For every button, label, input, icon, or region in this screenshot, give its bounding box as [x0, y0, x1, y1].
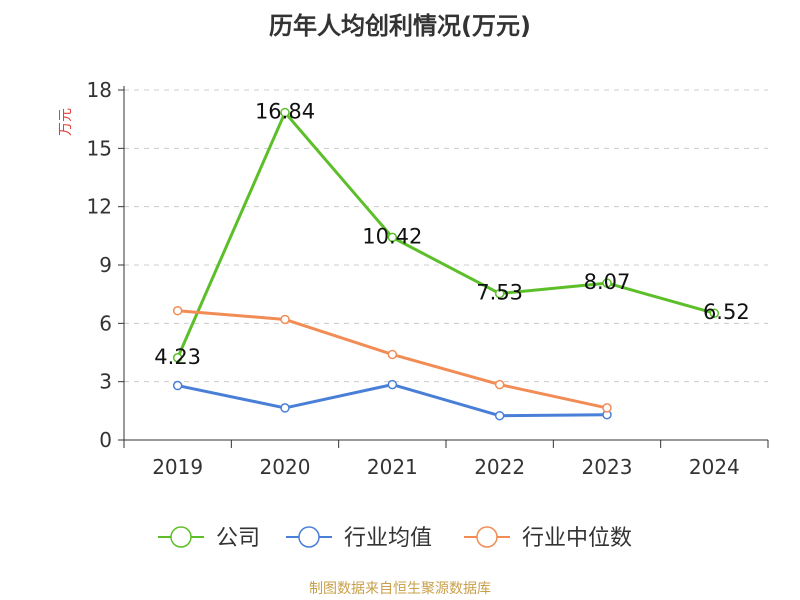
- data-point: [387, 379, 398, 390]
- data-point: [709, 308, 720, 318]
- x-tick-label: 2019: [152, 455, 203, 479]
- y-tick-label: 18: [87, 78, 112, 102]
- data-point: [387, 349, 398, 360]
- series-line-0: [176, 111, 715, 359]
- data-point: [280, 107, 290, 118]
- data-point: [494, 410, 505, 421]
- data-label: 4.23: [154, 345, 201, 369]
- data-labels: 4.23 16.84 10.42 7.53 8.07 6.52: [154, 100, 749, 369]
- data-point: [602, 403, 612, 413]
- y-tick-label: 0: [99, 428, 112, 452]
- data-label: 10.42: [362, 224, 422, 248]
- legend-marker-0: [170, 526, 192, 548]
- legend: 公司 行业均值 行业中位数: [158, 526, 632, 551]
- series-line-2: [177, 309, 608, 410]
- chart-title: 历年人均创利情况(万元): [269, 12, 531, 40]
- x-tick-label: 2021: [367, 455, 418, 479]
- data-point: [494, 379, 505, 390]
- data-label: 16.84: [255, 100, 315, 124]
- y-tick-label: 15: [87, 136, 112, 160]
- y-tick-label: 12: [87, 195, 112, 219]
- data-point: [280, 403, 290, 413]
- y-axis-label: 万元: [58, 108, 74, 136]
- x-tick-label: 2024: [689, 455, 740, 479]
- data-point: [602, 278, 612, 288]
- legend-marker-2: [476, 526, 498, 548]
- data-point: [172, 305, 183, 316]
- grid-lines: [124, 89, 768, 383]
- data-label: 6.52: [703, 300, 750, 324]
- legend-label-2: 行业中位数: [522, 526, 632, 551]
- x-tick-label: 2022: [474, 455, 525, 479]
- axes: 0 3 6 9 12 15 18 2019 2020 2021 2022 2023 2024 万元: [58, 78, 769, 479]
- y-tick-label: 9: [99, 253, 112, 277]
- x-tick-label: 2020: [260, 455, 311, 479]
- legend-label-0: 公司: [216, 526, 260, 551]
- data-point: [172, 380, 183, 391]
- data-label: 7.53: [476, 281, 523, 305]
- y-tick-label: 6: [99, 311, 112, 335]
- y-tick-label: 3: [99, 370, 112, 394]
- data-source-note: 制图数据来自恒生聚源数据库: [309, 581, 491, 597]
- x-tick-label: 2023: [582, 455, 633, 479]
- data-label: 8.07: [584, 270, 631, 294]
- data-point: [387, 232, 398, 243]
- data-point: [494, 288, 505, 299]
- legend-marker-1: [298, 526, 320, 548]
- legend-label-1: 行业均值: [344, 526, 432, 551]
- data-point: [280, 314, 290, 325]
- data-point: [172, 353, 183, 363]
- series-lines: [172, 107, 720, 421]
